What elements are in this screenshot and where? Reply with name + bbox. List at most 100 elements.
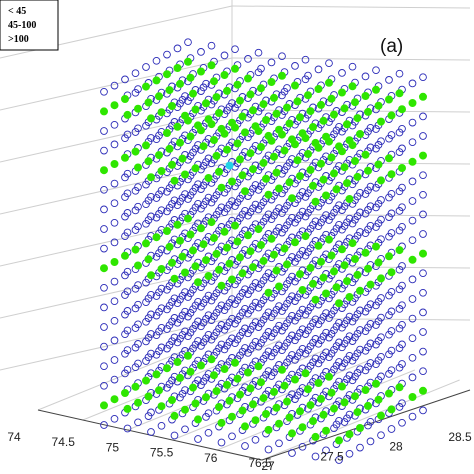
legend-entry-below-45: < 45 [8,6,26,17]
point-below-45 [241,304,249,313]
point-below-45 [204,428,213,437]
point-below-45 [385,76,393,84]
point-above-100 [220,71,229,80]
point-below-45 [170,333,179,342]
point-below-45 [366,300,375,309]
point-above-100 [212,93,221,102]
point-above-100 [274,125,283,134]
point-below-45 [228,197,236,205]
point-below-45 [298,246,307,255]
point-above-100 [295,113,304,122]
legend: < 45 45-100 >100 [0,0,59,51]
point-above-100 [277,365,286,374]
point-above-100 [110,159,119,168]
point-above-100 [376,411,385,420]
point-above-100 [327,94,336,103]
point-above-100 [329,110,338,119]
point-above-100 [131,245,140,254]
point-above-100 [199,240,208,249]
point-below-45 [408,197,417,205]
x-tick-label: 76 [204,451,218,465]
point-below-45 [204,330,213,339]
point-above-100 [298,285,307,294]
point-above-100 [235,96,244,105]
point-below-45 [345,312,354,321]
y-axis-line [261,389,471,461]
point-above-100 [100,264,109,273]
point-above-100 [146,114,155,123]
point-above-100 [154,386,163,395]
point-below-45 [100,283,108,292]
point-below-45 [228,314,236,323]
point-above-100 [303,385,312,394]
point-below-45 [398,262,406,270]
point-below-45 [387,287,396,296]
point-below-45 [194,376,202,385]
point-below-45 [398,301,406,310]
point-above-100 [340,163,349,172]
point-below-45 [408,216,417,225]
point-above-100 [264,190,273,199]
point-above-100 [209,371,218,380]
point-below-45 [267,58,276,67]
point-below-45 [110,199,119,208]
point-below-45 [123,267,132,276]
point-above-100 [387,405,396,414]
point-below-45 [257,64,265,73]
point-below-45 [398,203,406,212]
point-above-100 [121,153,130,162]
series-45-100 [225,161,234,170]
point-below-45 [241,442,249,450]
point-above-100 [233,237,242,246]
point-below-45 [335,338,343,347]
point-above-100 [324,235,333,244]
point-below-45 [387,425,396,433]
point-below-45 [251,435,260,444]
point-below-45 [134,359,142,368]
point-below-45 [123,424,132,433]
point-above-100 [342,179,351,188]
grid-line-left-wall [0,57,233,111]
point-above-100 [157,264,166,273]
point-below-45 [345,351,354,360]
point-below-45 [288,213,296,222]
point-below-45 [100,421,108,429]
point-above-100 [175,236,184,245]
point-above-100 [311,138,320,147]
point-above-100 [319,116,328,125]
point-below-45 [100,362,108,371]
point-above-100 [295,407,304,416]
point-above-100 [350,254,359,263]
point-above-100 [167,102,176,111]
point-above-100 [178,154,187,163]
point-below-45 [217,321,226,329]
point-above-100 [376,176,385,185]
point-above-100 [387,111,396,120]
grid-line-left-wall [0,317,233,371]
point-above-100 [152,370,161,379]
point-above-100 [141,141,150,150]
point-above-100 [212,387,221,396]
point-above-100 [314,241,323,250]
point-below-45 [121,75,129,84]
point-above-100 [285,119,294,128]
point-below-45 [157,323,166,332]
point-above-100 [180,111,189,120]
point-above-100 [303,149,312,158]
point-above-100 [342,277,351,286]
point-above-100 [282,260,291,269]
point-above-100 [366,280,375,289]
point-above-100 [371,242,380,251]
point-below-45 [322,309,330,317]
grid-line-right-wall [231,5,471,9]
point-below-45 [134,340,142,348]
point-above-100 [123,110,132,119]
point-above-100 [282,103,291,112]
point-above-100 [186,367,195,376]
point-above-100 [162,70,171,79]
point-above-100 [133,398,142,407]
point-below-45 [123,287,132,296]
point-above-100 [121,251,130,260]
point-above-100 [188,383,197,392]
point-above-100 [306,107,315,116]
